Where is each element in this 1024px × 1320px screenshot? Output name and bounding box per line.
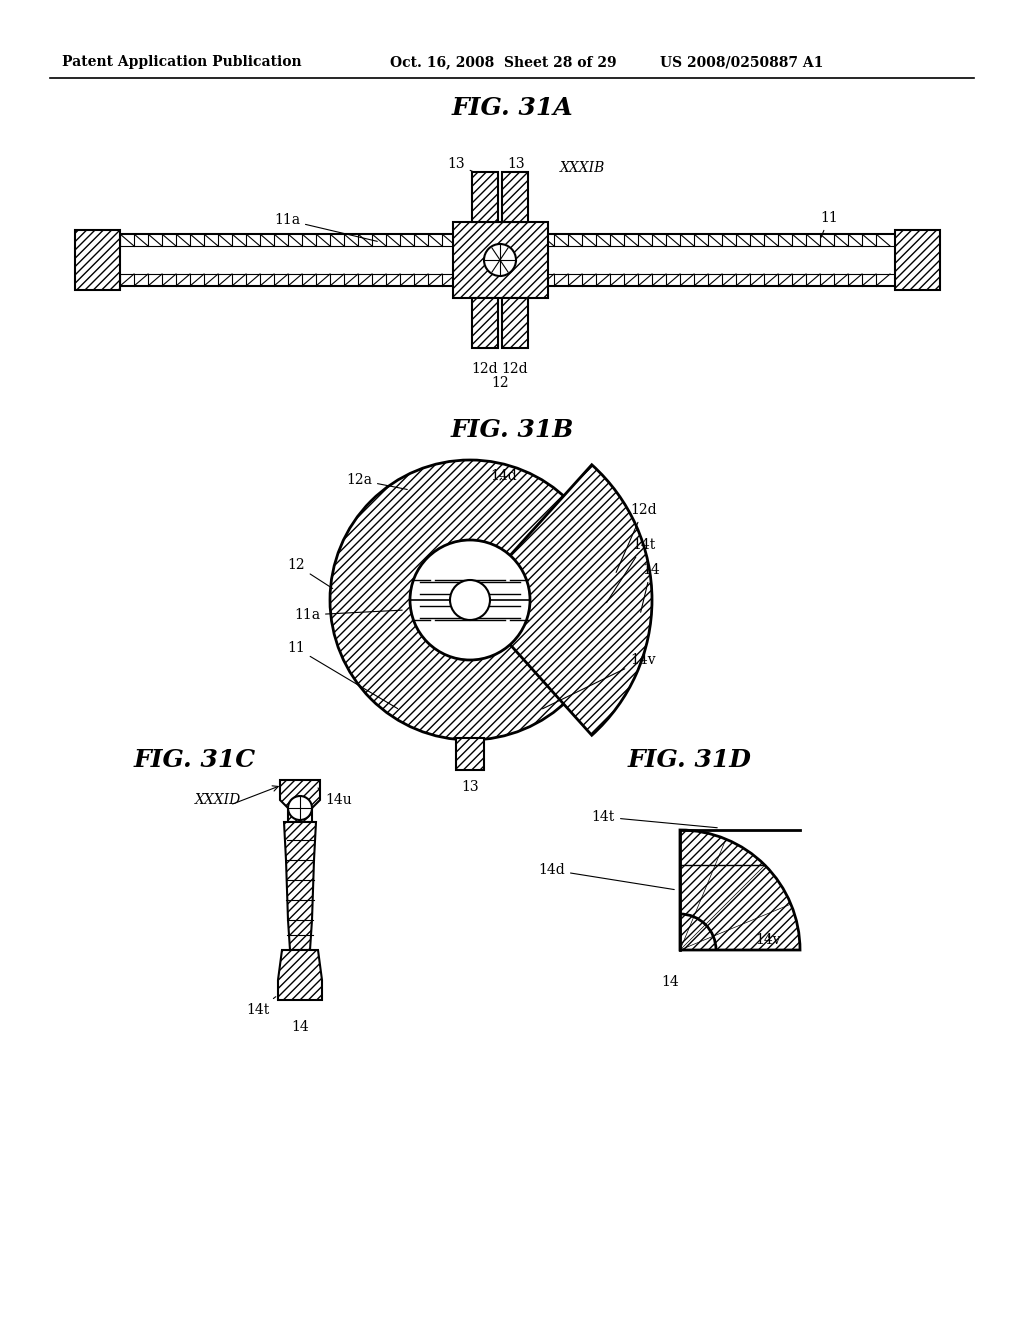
Text: 13: 13 [507,157,525,177]
Text: 11: 11 [288,642,397,709]
Text: 12: 12 [288,558,333,589]
Circle shape [288,796,312,820]
Bar [472,298,498,348]
Bar [75,230,120,290]
Text: 14v: 14v [755,933,780,946]
Text: 12d: 12d [472,362,499,376]
Bar [502,298,528,348]
Text: 12a: 12a [346,473,408,490]
Text: 12: 12 [492,376,509,389]
Bar [453,222,548,298]
Text: 14d: 14d [539,863,674,890]
Wedge shape [470,465,652,735]
Text: FIG. 31B: FIG. 31B [451,418,573,442]
Text: 11: 11 [820,211,838,238]
Text: FIG. 31D: FIG. 31D [628,748,752,772]
Bar [895,230,940,290]
Text: Patent Application Publication: Patent Application Publication [62,55,302,69]
Wedge shape [680,830,800,950]
Bar [454,223,547,297]
Text: Oct. 16, 2008  Sheet 28 of 29: Oct. 16, 2008 Sheet 28 of 29 [390,55,616,69]
Text: XXXID: XXXID [195,793,242,807]
Bar [472,172,498,222]
Bar [502,172,528,222]
Bar [453,222,548,298]
Bar [472,298,498,348]
Bar [502,172,528,222]
Bar [456,738,484,770]
Bar [472,172,498,222]
Text: 14: 14 [662,975,679,989]
Ellipse shape [330,459,610,741]
Text: 12d: 12d [502,362,528,376]
Text: 14t: 14t [592,810,717,828]
Bar [895,230,940,290]
Text: 14u: 14u [318,788,352,807]
Text: 14d: 14d [490,469,517,483]
Text: XXXIB: XXXIB [560,161,605,176]
Text: 13: 13 [447,157,482,176]
Text: 11a: 11a [273,213,377,242]
Polygon shape [284,822,316,950]
Text: 14t: 14t [247,997,275,1016]
Circle shape [484,244,516,276]
Text: 14v: 14v [543,653,655,709]
Polygon shape [280,780,319,822]
Text: 12d: 12d [616,503,656,573]
Text: 14t: 14t [606,539,655,603]
Text: FIG. 31C: FIG. 31C [134,748,256,772]
Bar [75,230,120,290]
Circle shape [410,540,530,660]
Text: US 2008/0250887 A1: US 2008/0250887 A1 [660,55,823,69]
Polygon shape [278,950,322,1001]
Text: 14: 14 [291,1020,309,1034]
Bar [502,298,528,348]
Bar [456,738,484,770]
Circle shape [450,579,490,620]
Text: FIG. 31A: FIG. 31A [452,96,572,120]
Text: 11a: 11a [294,609,402,622]
Text: 14: 14 [641,564,659,612]
Text: 13: 13 [461,780,479,795]
